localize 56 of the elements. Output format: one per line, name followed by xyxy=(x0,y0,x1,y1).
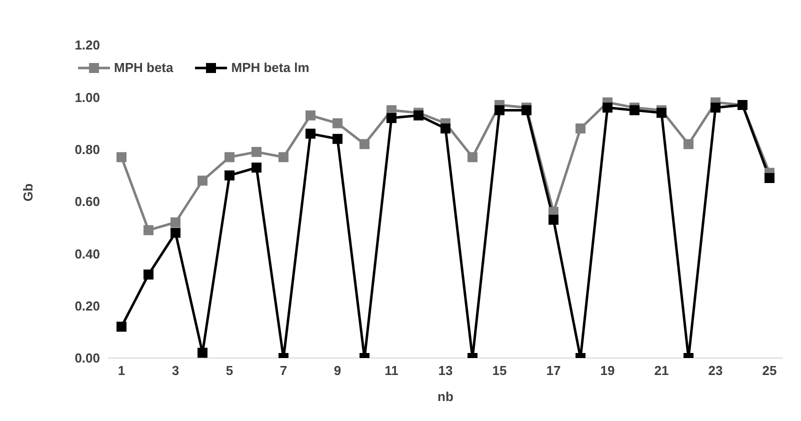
point xyxy=(224,152,234,162)
y-tick-label: 1.20 xyxy=(74,38,100,53)
point xyxy=(414,110,424,120)
x-tick-label: 3 xyxy=(172,363,180,378)
x-tick-label: 23 xyxy=(708,363,723,378)
point xyxy=(252,146,262,157)
point xyxy=(198,348,208,358)
legend-label: MPH beta xyxy=(113,60,174,75)
point xyxy=(116,322,126,332)
point xyxy=(116,152,126,162)
y-tick-label: 0.20 xyxy=(74,298,100,314)
point xyxy=(656,108,666,118)
point xyxy=(360,139,370,150)
point xyxy=(710,102,720,113)
point xyxy=(630,105,640,116)
point xyxy=(252,162,262,173)
point xyxy=(306,110,316,120)
point xyxy=(144,225,154,236)
y-tick-label: 1.00 xyxy=(74,90,100,105)
x-tick-label: 15 xyxy=(492,363,507,378)
y-tick-label: 0.80 xyxy=(74,142,100,157)
point xyxy=(332,134,342,144)
point xyxy=(386,113,396,124)
point xyxy=(278,152,288,162)
x-tick-label: 17 xyxy=(546,363,561,378)
y-tick-label: 0.60 xyxy=(74,194,100,210)
point xyxy=(440,123,450,134)
x-tick-label: 21 xyxy=(654,363,669,378)
point xyxy=(602,102,612,113)
x-tick-label: 7 xyxy=(280,363,288,378)
point xyxy=(576,123,586,134)
x-tick-label: 11 xyxy=(384,363,398,378)
point xyxy=(306,128,316,139)
y-tick-label: 0.00 xyxy=(74,350,100,366)
y-axis-title: Gb xyxy=(20,183,36,202)
x-tick-label: 9 xyxy=(334,363,342,378)
point xyxy=(548,214,558,225)
x-tick-label: 25 xyxy=(762,363,777,378)
point xyxy=(684,139,694,150)
x-axis-title: nb xyxy=(438,389,454,404)
point xyxy=(332,118,342,128)
point xyxy=(198,176,208,186)
point xyxy=(764,173,774,184)
point xyxy=(170,228,180,238)
x-tick-label: 13 xyxy=(438,363,453,378)
point xyxy=(468,152,478,162)
y-tick-label: 0.40 xyxy=(74,246,100,262)
point xyxy=(224,170,234,180)
x-tick-label: 19 xyxy=(600,363,615,378)
point xyxy=(522,105,532,116)
point xyxy=(494,105,504,116)
x-tick-label: 1 xyxy=(118,363,126,378)
point xyxy=(170,217,180,228)
x-tick-label: 5 xyxy=(226,363,234,378)
legend-label: MPH beta lm xyxy=(230,60,310,75)
point xyxy=(144,270,154,280)
